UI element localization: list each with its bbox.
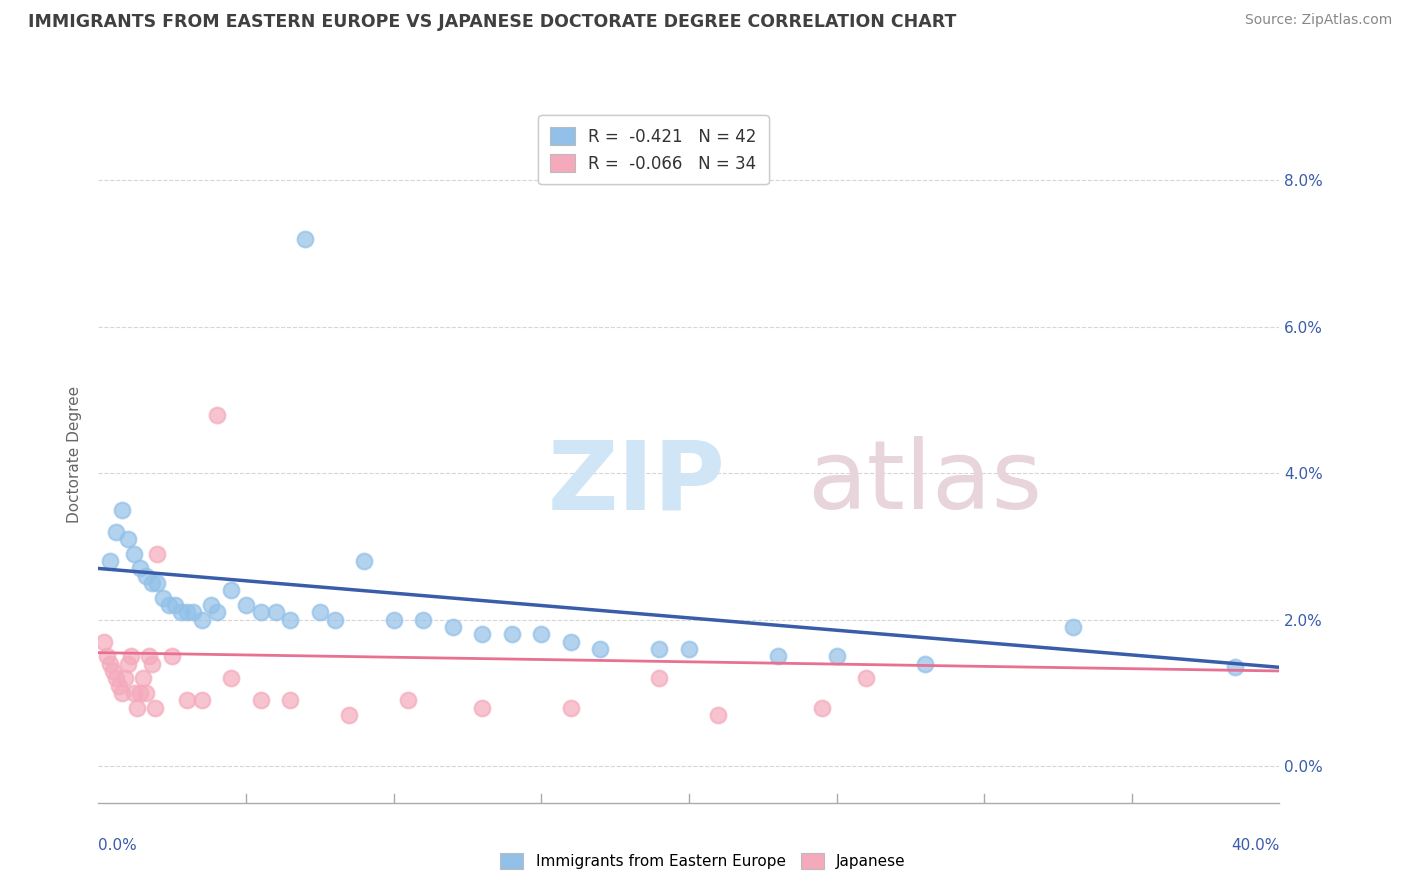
Point <box>176 606 198 620</box>
Point <box>205 408 228 422</box>
Point <box>1223 660 1246 674</box>
Point <box>294 232 316 246</box>
Point <box>501 627 523 641</box>
Point <box>152 591 174 605</box>
Point <box>914 657 936 671</box>
Point <box>181 606 204 620</box>
Point <box>114 671 136 685</box>
Point <box>111 686 134 700</box>
Point <box>111 503 134 517</box>
Point <box>128 561 150 575</box>
Point <box>560 700 582 714</box>
Point <box>323 613 346 627</box>
Point <box>157 598 180 612</box>
Point <box>235 598 257 612</box>
Point <box>221 583 243 598</box>
Text: 40.0%: 40.0% <box>1232 838 1279 854</box>
Point <box>309 606 332 620</box>
Point <box>278 693 302 707</box>
Point <box>250 606 273 620</box>
Point <box>143 700 166 714</box>
Point <box>176 693 198 707</box>
Point <box>98 554 121 568</box>
Point <box>96 649 118 664</box>
Point <box>108 679 131 693</box>
Point <box>117 532 139 546</box>
Point <box>648 671 671 685</box>
Point <box>162 649 183 664</box>
Point <box>264 606 287 620</box>
Point <box>120 649 142 664</box>
Point <box>141 576 163 591</box>
Point <box>707 707 730 722</box>
Point <box>205 606 228 620</box>
Point <box>122 547 145 561</box>
Point <box>191 693 214 707</box>
Point <box>165 598 187 612</box>
Point <box>128 686 150 700</box>
Point <box>382 613 405 627</box>
Y-axis label: Doctorate Degree: Doctorate Degree <box>67 386 83 524</box>
Point <box>122 686 145 700</box>
Point <box>766 649 789 664</box>
Point <box>146 576 169 591</box>
Point <box>855 671 877 685</box>
Point <box>250 693 273 707</box>
Point <box>560 634 582 648</box>
Point <box>412 613 434 627</box>
Point <box>135 686 157 700</box>
Point <box>441 620 464 634</box>
Point <box>135 568 157 582</box>
Point <box>530 627 553 641</box>
Point <box>339 707 360 722</box>
Point <box>278 613 302 627</box>
Point <box>146 547 169 561</box>
Point <box>589 642 612 657</box>
Point <box>200 598 222 612</box>
Point <box>105 524 128 539</box>
Point <box>1062 620 1084 634</box>
Point <box>141 657 163 671</box>
Point <box>170 606 193 620</box>
Legend: R =  -0.421   N = 42, R =  -0.066   N = 34: R = -0.421 N = 42, R = -0.066 N = 34 <box>538 115 769 185</box>
Point <box>93 634 115 648</box>
Legend: Immigrants from Eastern Europe, Japanese: Immigrants from Eastern Europe, Japanese <box>495 847 911 875</box>
Point <box>648 642 671 657</box>
Point <box>471 700 494 714</box>
Point <box>221 671 243 685</box>
Point <box>125 700 148 714</box>
Point <box>117 657 139 671</box>
Text: ZIP: ZIP <box>547 436 725 529</box>
Text: Source: ZipAtlas.com: Source: ZipAtlas.com <box>1244 13 1392 28</box>
Point <box>138 649 160 664</box>
Point <box>678 642 700 657</box>
Point <box>103 664 125 678</box>
Text: IMMIGRANTS FROM EASTERN EUROPE VS JAPANESE DOCTORATE DEGREE CORRELATION CHART: IMMIGRANTS FROM EASTERN EUROPE VS JAPANE… <box>28 13 956 31</box>
Text: atlas: atlas <box>807 436 1042 529</box>
Point <box>98 657 121 671</box>
Text: 0.0%: 0.0% <box>98 838 138 854</box>
Point <box>105 671 128 685</box>
Point <box>471 627 494 641</box>
Point <box>810 700 832 714</box>
Point <box>132 671 155 685</box>
Point <box>825 649 848 664</box>
Point <box>396 693 419 707</box>
Point <box>353 554 375 568</box>
Point <box>191 613 214 627</box>
